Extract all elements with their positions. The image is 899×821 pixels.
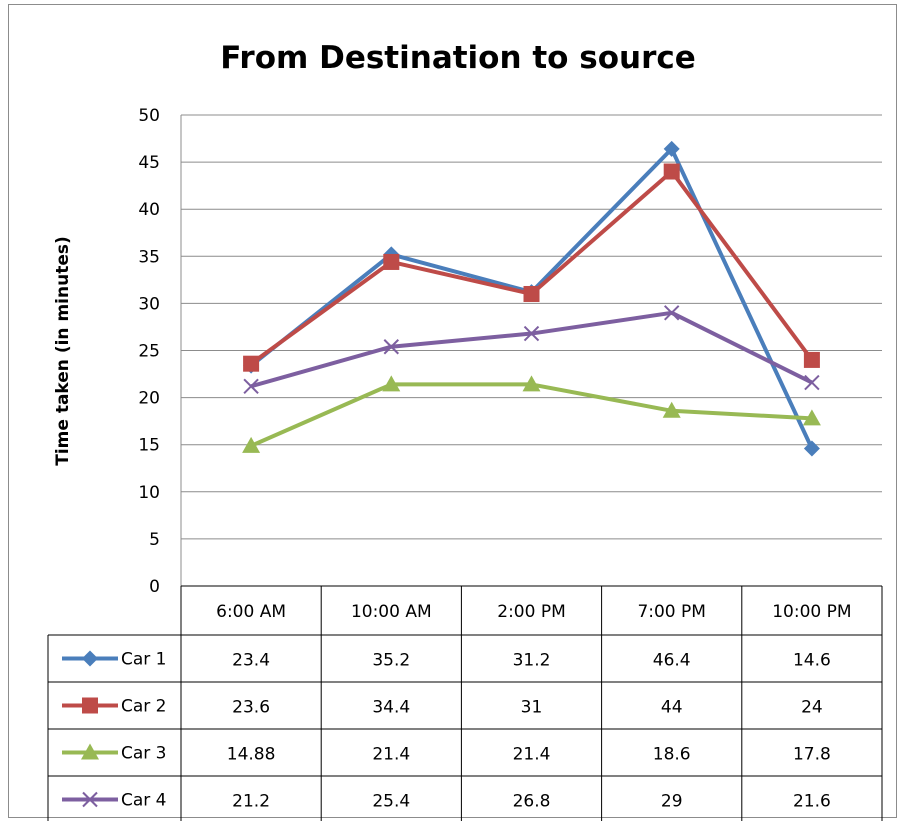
chart-title: From Destination to source <box>220 40 696 76</box>
legend-key-marker <box>81 743 99 760</box>
y-tick-label: 35 <box>138 247 160 267</box>
y-tick-label: 25 <box>138 342 160 362</box>
legend-key-marker <box>82 697 98 714</box>
data-point <box>243 378 259 395</box>
data-point <box>522 375 541 392</box>
table-value-cell: 21.4 <box>372 745 410 765</box>
series-car-4 <box>243 305 820 395</box>
data-point <box>523 285 540 302</box>
data-point <box>243 355 260 372</box>
table-value-cell: 24 <box>801 698 823 718</box>
table-value-cell: 23.4 <box>232 651 270 671</box>
table-value-cell: 35.2 <box>372 651 410 671</box>
marker-stroke <box>82 791 98 808</box>
table-value-cell: 21.2 <box>232 792 270 812</box>
y-tick-label: 15 <box>138 436 160 456</box>
data-point <box>242 436 261 453</box>
table-value-cell: 26.8 <box>513 792 551 812</box>
marker-stroke <box>663 305 680 321</box>
table-value-cell: 14.88 <box>227 745 276 765</box>
legend-key-marker <box>82 791 98 808</box>
data-point <box>383 253 400 270</box>
data-point <box>802 409 821 426</box>
data-point <box>383 339 400 355</box>
data-table: 6:00 AM 10:00 AM 2:00 PM 7:00 PM 10:00 PM Car… <box>47 585 883 821</box>
x-category-label: 10:00 PM <box>772 602 851 622</box>
table-value-cell: 31 <box>521 698 543 718</box>
x-category-label: 6:00 AM <box>216 602 286 622</box>
y-tick-label: 50 <box>138 106 160 126</box>
series-car-3 <box>242 375 821 453</box>
data-point <box>662 401 681 418</box>
table-value-cell: 31.2 <box>513 651 551 671</box>
y-tick-label: 20 <box>138 389 160 409</box>
y-tick-label: 0 <box>149 577 160 597</box>
x-category-label: 7:00 PM <box>637 602 706 622</box>
legend-series-name: Car 4 <box>121 791 167 811</box>
grid-lines <box>180 114 882 586</box>
y-tick-label: 5 <box>149 530 160 550</box>
y-tick-label: 45 <box>138 153 160 173</box>
legend-key-marker <box>82 650 98 667</box>
y-tick-label: 40 <box>138 200 160 220</box>
table-value-cell: 46.4 <box>653 651 691 671</box>
data-point <box>663 140 680 157</box>
table-value-cell: 21.6 <box>793 792 831 812</box>
table-value-cell: 34.4 <box>372 698 410 718</box>
marker-stroke <box>523 325 540 342</box>
legend-series-name: Car 3 <box>121 744 167 764</box>
data-point <box>382 375 401 392</box>
data-point <box>803 440 820 457</box>
table-value-cell: 44 <box>661 698 683 718</box>
data-point <box>803 351 820 368</box>
series-line <box>250 310 813 389</box>
marker-stroke <box>804 374 820 391</box>
legend-series-name: Car 1 <box>121 650 167 670</box>
marker-stroke <box>383 339 400 355</box>
y-axis-ticks: 0 5 10 15 20 25 30 35 40 45 50 <box>138 106 160 597</box>
table-value-cell: 14.6 <box>793 651 831 671</box>
data-point <box>804 374 820 391</box>
table-value-cell: 17.8 <box>793 745 831 765</box>
table-value-cell: 23.6 <box>232 698 270 718</box>
data-point <box>523 325 540 342</box>
y-axis-title: Time taken (in minutes) <box>53 236 73 466</box>
x-category-label: 2:00 PM <box>497 602 566 622</box>
table-value-cell: 21.4 <box>513 745 551 765</box>
x-category-label: 10:00 AM <box>351 602 432 622</box>
table-value-cell: 29 <box>661 792 683 812</box>
y-tick-label: 30 <box>138 294 160 314</box>
marker-stroke <box>243 378 259 395</box>
table-value-cell: 18.6 <box>653 745 691 765</box>
data-point <box>663 163 680 180</box>
data-point <box>663 305 680 321</box>
series-layer <box>242 140 821 457</box>
table-value-cell: 25.4 <box>372 792 410 812</box>
y-tick-label: 10 <box>138 483 160 503</box>
series-car-2 <box>243 163 820 372</box>
legend-series-name: Car 2 <box>121 697 167 717</box>
series-line <box>250 382 813 448</box>
